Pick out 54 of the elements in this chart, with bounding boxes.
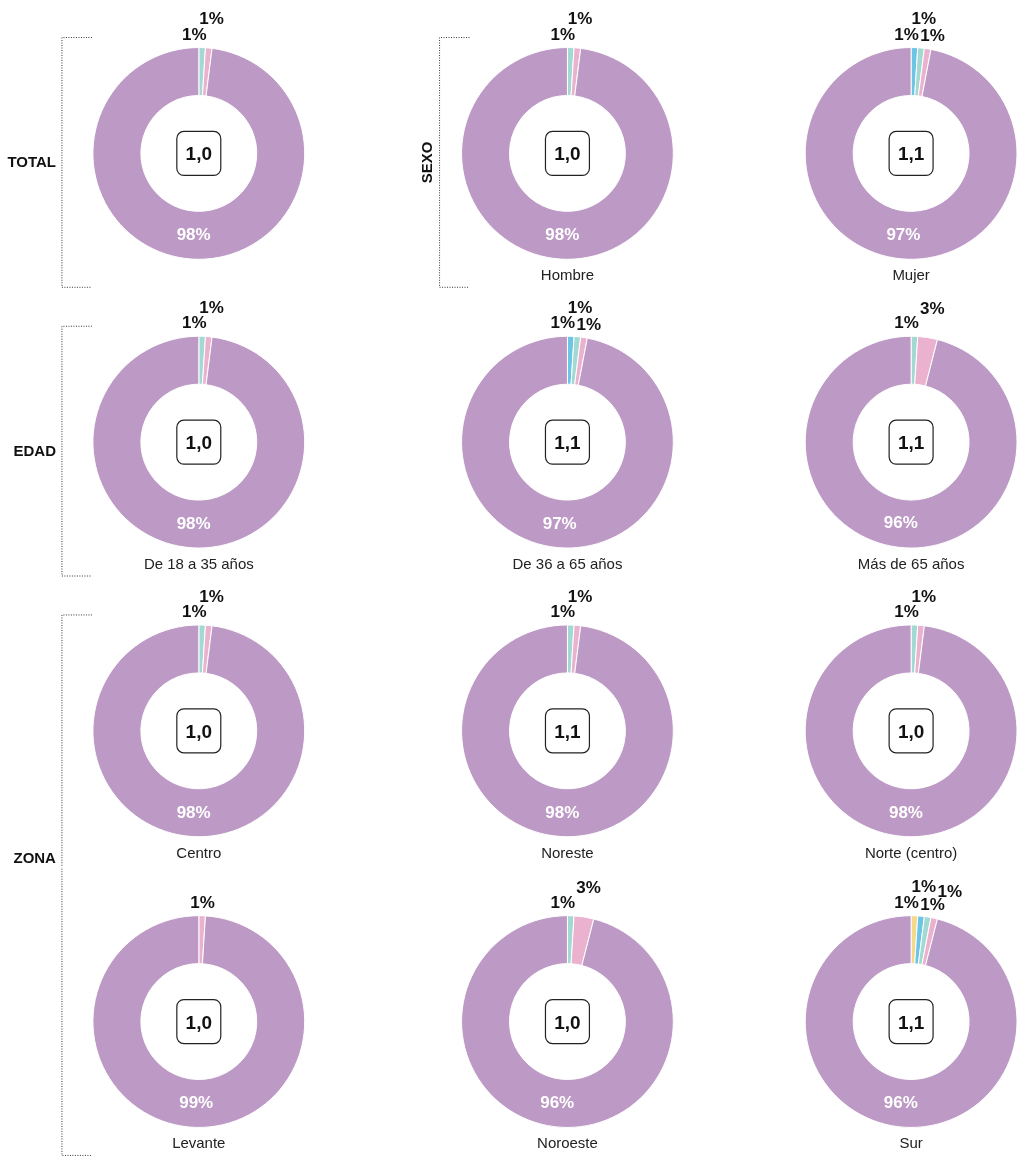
data-label: 3% [576,878,601,898]
text: 1,1 [897,432,925,454]
text: Más de 65 años [857,555,965,573]
donut-slice [92,915,306,1128]
donut-slice [92,624,306,838]
data-label: 98% [545,225,580,245]
text: EDAD [13,442,57,460]
donut-slice [92,47,306,260]
text: 1,0 [185,143,212,165]
text: 1,0 [185,432,212,454]
text: De 18 a 35 años [143,555,254,573]
text: Mujer [892,266,930,284]
text: 1,1 [897,1011,925,1033]
data-label: 96% [883,513,918,533]
data-label: 98% [176,225,211,245]
data-label: 1% [920,26,945,46]
text: 1,0 [554,1011,581,1033]
data-label: 98% [545,802,580,822]
data-label: 96% [540,1092,575,1112]
donut-slice [461,335,674,549]
data-label: 98% [176,513,211,533]
data-label: 1% [550,892,576,912]
data-label: 1% [576,315,602,335]
data-label: 96% [883,1092,918,1112]
data-label: 97% [886,224,921,244]
text: De 36 a 65 años [512,555,623,573]
data-label: 99% [179,1093,214,1113]
text: 1,0 [185,720,212,742]
text: Centro [176,843,222,861]
text: 1,1 [554,720,582,742]
donut-slice [461,624,674,838]
data-label: 98% [176,802,211,822]
text: ZONA [13,848,57,866]
text: Noreste [541,843,594,861]
donut-slice [461,47,674,260]
donut-slice [461,915,674,1128]
text: Hombre [540,266,595,284]
data-label: 97% [542,513,577,533]
text: 1,0 [185,1011,212,1033]
text: Noroeste [537,1134,598,1152]
text: TOTAL [7,153,56,171]
data-label: 98% [888,802,923,822]
data-label: 3% [919,298,945,318]
data-label: 1% [894,313,919,333]
text: 1,1 [897,143,925,165]
text: Levante [172,1134,226,1152]
text: 1,0 [897,720,925,742]
text: Norte (centro) [864,843,958,861]
text: 1,0 [554,143,581,165]
data-label: 1% [190,892,215,912]
text: SEXO [417,141,435,184]
text: 1,1 [554,432,582,454]
donut-slice [92,335,306,549]
text: Sur [899,1134,923,1152]
